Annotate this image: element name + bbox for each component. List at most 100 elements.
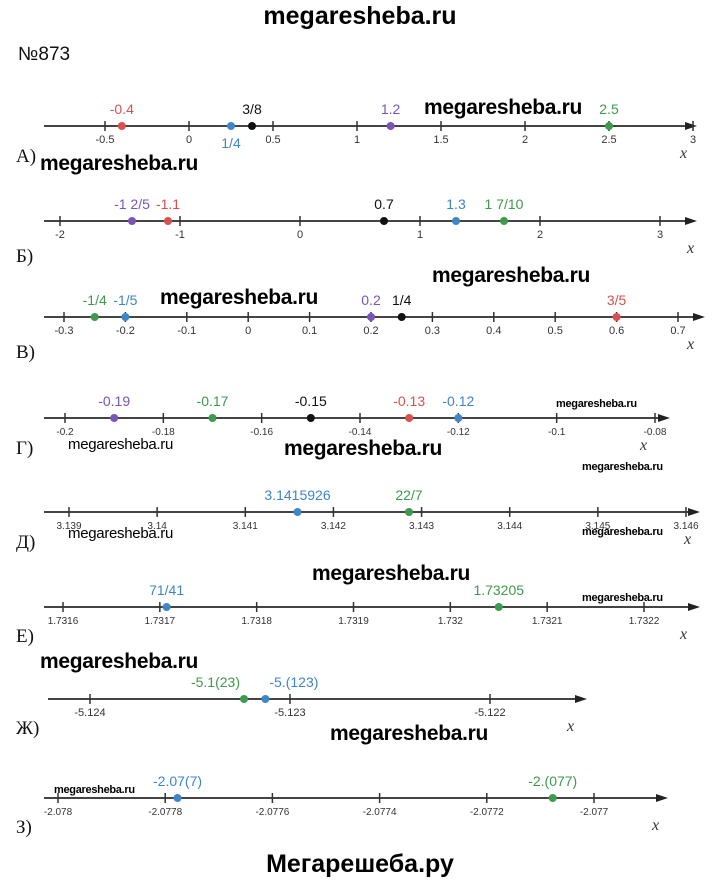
tick-label: 1.7319 (338, 616, 369, 627)
watermark: megaresheba.ru (432, 264, 591, 287)
watermark: megaresheba.ru (40, 152, 199, 175)
section-letter: Ж) (16, 718, 40, 739)
number-line: -2.078 -2.0778 -2.0776 -2.0774 -2.0772 -2.077… (44, 773, 668, 834)
tick-label: -0.5 (96, 134, 115, 146)
point-marker (452, 217, 460, 225)
axis-variable-label: x (651, 817, 659, 834)
point-label: -0.13 (393, 393, 425, 409)
tick-label: 2 (522, 134, 528, 146)
tick-label: -1 (175, 229, 185, 241)
number-line: -5.124 -5.123 -5.122 x -5.1(23) -5.(123) (48, 674, 587, 735)
point-label: 2.5 (599, 101, 619, 117)
point-label: 0.7 (374, 196, 394, 212)
point-marker (117, 122, 126, 130)
tick-label: -0.2 (56, 427, 74, 438)
point-label: 1/4 (221, 135, 241, 151)
watermark: megaresheba.ru (330, 722, 489, 745)
tick-label: 3.142 (321, 521, 346, 532)
axis-variable-label: x (566, 718, 574, 735)
point-marker (500, 217, 508, 225)
point-marker (162, 603, 171, 611)
point-label: -0.12 (442, 393, 474, 409)
point-label: -0.17 (197, 393, 229, 409)
point-marker (380, 217, 388, 225)
point-label: 3/8 (242, 101, 262, 117)
tick-label: -0.08 (644, 427, 667, 438)
point-marker (386, 122, 395, 130)
tick-label: -0.3 (55, 325, 74, 337)
point-label: -1 2/5 (114, 196, 150, 212)
point-marker (121, 313, 130, 321)
tick-label: 3.143 (409, 521, 434, 532)
tick-label: -0.1 (548, 427, 566, 438)
tick-label: -2.0772 (470, 807, 504, 818)
point-label: 1.2 (381, 101, 401, 117)
tick-label: 0.5 (548, 325, 563, 337)
axis-arrow-icon (685, 122, 697, 130)
point-marker (240, 695, 248, 703)
tick-label: -0.14 (349, 427, 372, 438)
tick-label: 0.4 (486, 325, 501, 337)
watermark: megaresheba.ru (556, 398, 637, 410)
tick-label: 0 (297, 229, 303, 241)
section-letter: Д) (16, 532, 36, 553)
tick-label: 0.3 (425, 325, 440, 337)
tick-label: 3.14 (147, 521, 167, 532)
axis-variable-label: x (679, 145, 687, 162)
point-marker (128, 217, 136, 225)
axis-arrow-icon (693, 313, 705, 321)
tick-label: 0 (186, 134, 192, 146)
problem-number: №873 (18, 44, 71, 65)
tick-label: 0 (245, 325, 251, 337)
point-label: 1.73205 (473, 582, 524, 598)
tick-label: -0.12 (447, 427, 470, 438)
tick-label: -5.124 (74, 707, 105, 719)
tick-label: 3.146 (673, 521, 698, 532)
watermark: megaresheba.ru (54, 784, 135, 796)
watermark: megaresheba.ru (582, 592, 663, 604)
axis-variable-label: x (639, 437, 647, 454)
tick-label: 3.139 (56, 521, 81, 532)
tick-label: -2.0776 (255, 807, 289, 818)
tick-label: 1.5 (433, 134, 448, 146)
footer-site: Мегарешеба.ру (266, 850, 454, 878)
section-letter: Б) (16, 246, 34, 267)
tick-label: -2.077 (580, 807, 609, 818)
point-label: -5.1(23) (191, 674, 240, 690)
section-letter: Г) (16, 438, 34, 459)
tick-label: 1.7316 (48, 616, 79, 627)
point-marker (90, 313, 99, 321)
point-marker (454, 414, 463, 422)
number-line: 3.139 3.14 3.141 3.142 3.143 3.144 3.145 3.146x… (44, 487, 700, 548)
axis-variable-label: x (686, 336, 694, 353)
number-line: -0.2 -0.18 -0.16 -0.14 -0.12 -0.1 -0.08x -0.19 -… (44, 393, 670, 454)
axis-arrow-icon (685, 217, 697, 225)
section-letter: В) (16, 342, 35, 363)
point-label: -2.(077) (528, 773, 577, 789)
tick-label: 1.7321 (532, 616, 563, 627)
point-marker (494, 603, 503, 611)
point-label: -1.1 (156, 196, 180, 212)
point-label: 71/41 (149, 582, 184, 598)
axis-variable-label: x (683, 531, 691, 548)
point-label: 22/7 (395, 487, 422, 503)
tick-label: -0.1 (177, 325, 196, 337)
point-marker (261, 695, 270, 703)
tick-label: -2.0774 (363, 807, 397, 818)
tick-label: 0.2 (363, 325, 378, 337)
point-marker (227, 122, 235, 130)
point-label: 1.3 (446, 196, 466, 212)
tick-label: 0.6 (609, 325, 624, 337)
tick-label: 3 (690, 134, 696, 146)
point-label: 3.1415926 (264, 487, 330, 503)
section-letter: Е) (16, 626, 34, 647)
number-line: -2 -1 0 1 2 3 x -1 2/5 -1.1 0.7 1.3 1 7/10 (44, 196, 697, 257)
axis-arrow-icon (688, 508, 700, 516)
point-label: -1/5 (113, 292, 137, 308)
tick-label: 2.5 (601, 134, 616, 146)
tick-label: -5.123 (274, 707, 305, 719)
point-marker (306, 414, 315, 422)
section-letter: З) (16, 817, 32, 838)
tick-label: 1.7317 (145, 616, 176, 627)
tick-label: -2.078 (44, 807, 73, 818)
